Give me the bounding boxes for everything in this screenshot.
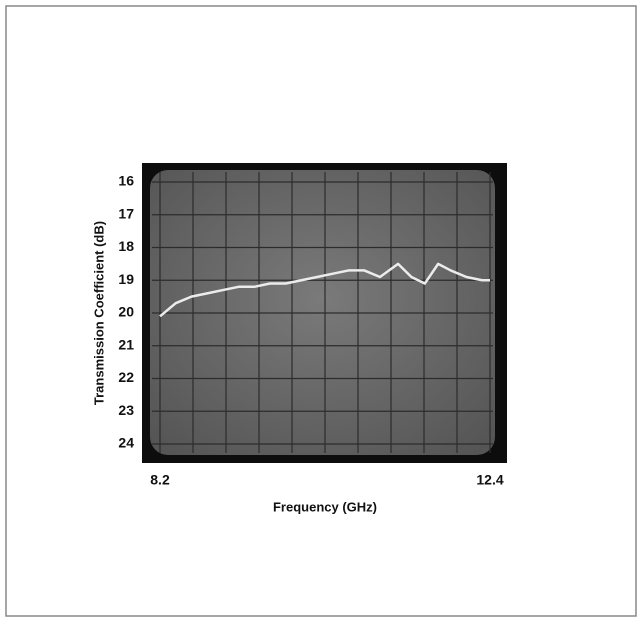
y-tick-label: 24 <box>118 435 134 451</box>
page-border <box>5 5 637 617</box>
trace <box>159 262 490 318</box>
y-tick-label: 17 <box>118 205 134 221</box>
y-tick-label: 23 <box>118 402 134 418</box>
y-tick-label: 22 <box>118 369 134 385</box>
x-tick-label: 8.2 <box>150 472 170 488</box>
x-axis-title: Frequency (GHz) <box>273 499 377 514</box>
y-tick-label: 18 <box>118 238 134 254</box>
x-tick-label: 12.4 <box>476 472 503 488</box>
y-tick-label: 16 <box>118 173 134 189</box>
y-axis-title: Transmission Coefficient (dB) <box>91 221 106 405</box>
y-tick-label: 19 <box>118 271 134 287</box>
y-tick-label: 20 <box>118 304 134 320</box>
y-tick-label: 21 <box>118 336 134 352</box>
